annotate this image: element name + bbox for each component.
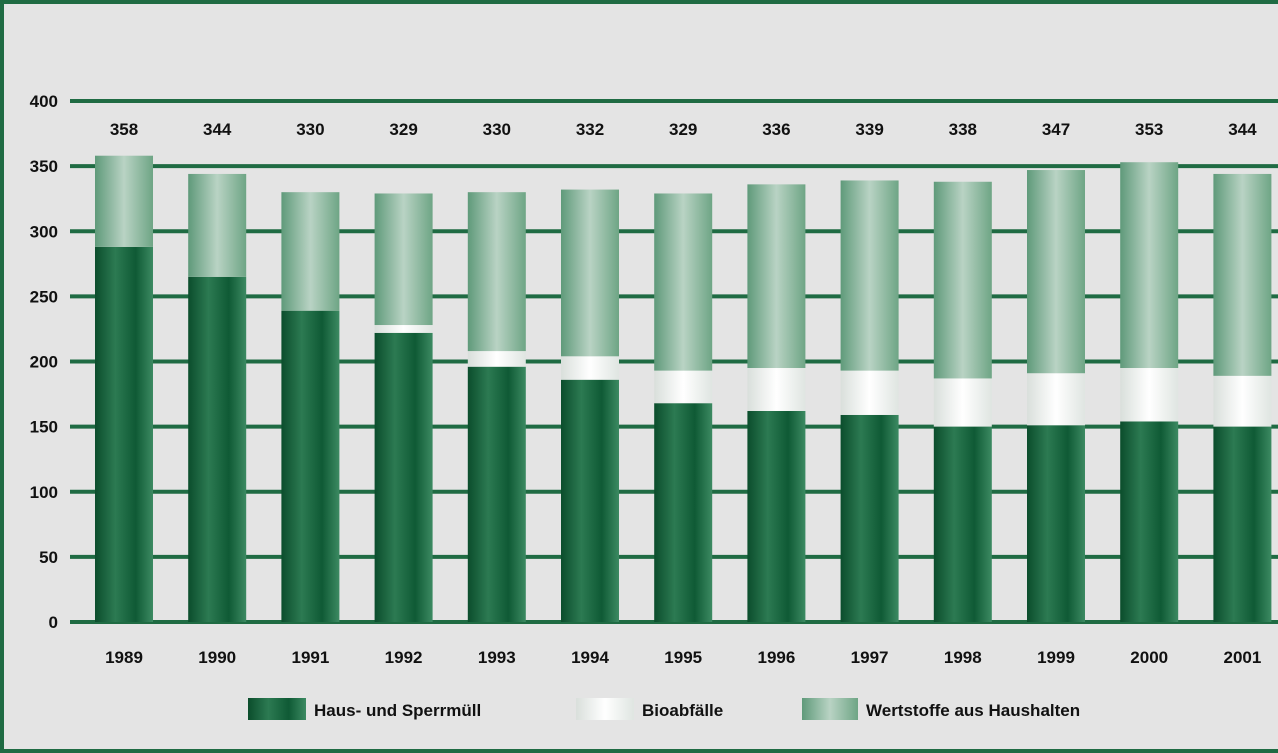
total-label: 353 [1135,120,1163,139]
y-tick-label: 0 [49,613,58,632]
y-tick-label: 250 [30,287,58,306]
bar-segment [933,181,992,379]
legend-label: Haus- und Sperrmüll [314,701,481,720]
bar-segment [467,351,526,367]
y-tick-label: 150 [30,418,58,437]
x-tick-label: 1995 [664,648,702,667]
bar-segment [1213,173,1272,376]
total-label: 330 [296,120,324,139]
total-label: 330 [483,120,511,139]
y-tick-label: 200 [30,353,58,372]
x-tick-label: 1994 [571,648,609,667]
bar-segment [840,180,899,371]
y-tick-label: 300 [30,222,58,241]
x-tick-label: 1999 [1037,648,1075,667]
bar-segment [561,189,619,357]
bar-segment [747,184,806,369]
total-label: 336 [762,120,790,139]
total-label: 347 [1042,120,1070,139]
bar-segment [95,155,153,247]
bar-segment [281,192,340,311]
bar-segment [933,378,992,427]
bar-segment [374,325,433,333]
bar-segment [654,403,713,622]
x-tick-label: 1996 [757,648,795,667]
x-tick-label: 1991 [291,648,329,667]
y-tick-label: 100 [30,483,58,502]
bar-segment [1120,162,1179,369]
bar-segment [840,370,899,415]
total-label: 358 [110,120,138,139]
total-label: 329 [389,120,417,139]
x-tick-label: 1998 [944,648,982,667]
bar-segment [561,379,619,622]
bar-segment [654,193,713,371]
bar-segment [1027,373,1085,426]
x-tick-label: 1992 [385,648,423,667]
bar-segment [1027,425,1085,622]
legend-swatch [248,698,306,720]
bar-segment [1120,421,1179,622]
bar-segment [188,173,247,277]
x-tick-label: 1989 [105,648,143,667]
total-label: 329 [669,120,697,139]
y-tick-label: 350 [30,157,58,176]
bar-segment [933,426,992,622]
total-label: 338 [949,120,977,139]
bar-segment [1120,368,1179,422]
legend-swatch [576,698,634,720]
legend-label: Wertstoffe aus Haushalten [866,701,1080,720]
x-tick-label: 2001 [1223,648,1261,667]
y-tick-label: 50 [39,548,58,567]
total-label: 332 [576,120,604,139]
legend-swatch [802,698,858,720]
bar-segment [1027,170,1085,374]
bar-segment [281,310,340,622]
bar-segment [188,276,247,622]
bar-segment [1213,375,1272,427]
total-label: 344 [203,120,232,139]
bar-segment [467,366,526,622]
total-label: 339 [855,120,883,139]
bar-segment [747,368,806,411]
legend-label: Bioabfälle [642,701,723,720]
x-tick-label: 1990 [198,648,236,667]
x-tick-label: 1997 [851,648,889,667]
bar-segment [1213,426,1272,622]
y-tick-label: 400 [30,92,58,111]
bar-segment [374,332,433,622]
total-label: 344 [1228,120,1257,139]
bar-segment [747,410,806,622]
bar-segment [374,193,433,326]
bar-segment [95,246,153,622]
bar-segment [561,356,619,380]
x-tick-label: 1993 [478,648,516,667]
x-tick-label: 2000 [1130,648,1168,667]
bar-segment [467,192,526,352]
bar-segment [840,414,899,622]
bar-segment [654,370,713,404]
